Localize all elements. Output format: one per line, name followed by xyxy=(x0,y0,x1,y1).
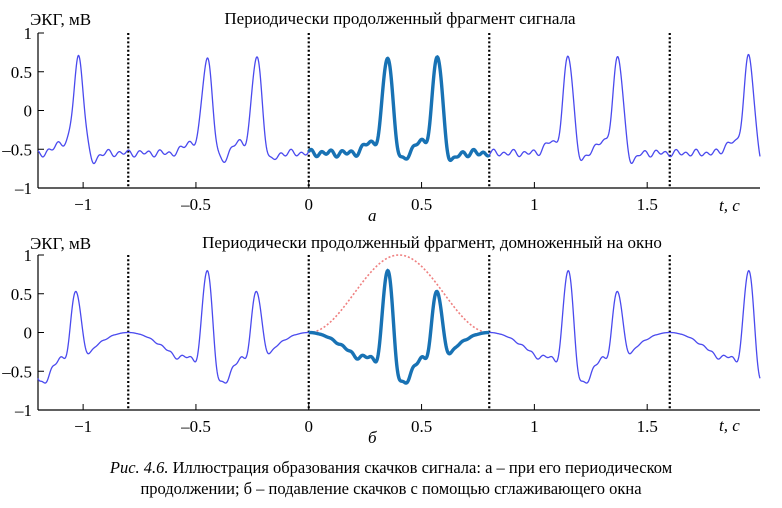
chart-b-xtick-label: –0.5 xyxy=(180,417,211,436)
chart-b-xtick-label: 1 xyxy=(530,417,539,436)
caption-line-2: продолжении; б – подавление скачков с по… xyxy=(140,479,642,498)
chart-b-xtick-label: 0.5 xyxy=(411,417,432,436)
chart-a-xlabel: t, с xyxy=(719,196,740,215)
chart-a-xtick-label: 1 xyxy=(530,195,539,214)
chart-b-plot: 1 0.5 0 –0.5 –1 −1 –0.5 0 0.5 1 1.5 xyxy=(1,246,761,436)
chart-a-ylabel: ЭКГ, мВ xyxy=(30,10,91,29)
chart-a-ytick-label: 0.5 xyxy=(11,63,32,82)
chart-b-fragment-series xyxy=(308,268,490,385)
chart-b-window-curve xyxy=(308,254,490,334)
chart-a-xtick-label: −1 xyxy=(74,195,92,214)
chart-a: ЭКГ, мВ Периодически продолженный фрагме… xyxy=(1,9,761,225)
chart-b-xlabel: t, с xyxy=(719,416,740,435)
chart-b-xtick-label: 1.5 xyxy=(637,417,658,436)
chart-b-ytick-label: 1 xyxy=(24,246,33,265)
caption-text-1: Иллюстрация образования скачков сигнала:… xyxy=(168,458,673,477)
chart-b-title: Периодически продолженный фрагмент, домн… xyxy=(202,233,662,252)
chart-b: ЭКГ, мВ Периодически продолженный фрагме… xyxy=(1,233,761,447)
chart-b-signal-series xyxy=(37,269,761,384)
chart-a-xtick-label: 0 xyxy=(305,195,314,214)
chart-a-panel-label: а xyxy=(368,206,377,225)
chart-a-ytick-label: 1 xyxy=(24,24,33,43)
chart-a-ytick-label: 0 xyxy=(24,102,33,121)
chart-a-ytick-label: –0.5 xyxy=(1,140,32,159)
caption-figure-label: Рис. 4.6. xyxy=(109,458,169,477)
chart-a-xtick-label: 1.5 xyxy=(637,195,658,214)
chart-b-panel-label: б xyxy=(368,428,377,447)
chart-b-ylabel: ЭКГ, мВ xyxy=(30,234,91,253)
chart-a-ytick-label: –1 xyxy=(14,179,32,198)
chart-a-title: Периодически продолженный фрагмент сигна… xyxy=(224,9,576,28)
figure: ЭКГ, мВ Периодически продолженный фрагме… xyxy=(1,9,761,447)
chart-b-xtick-label: −1 xyxy=(74,417,92,436)
caption-line-1: Рис. 4.6. Иллюстрация образования скачко… xyxy=(0,457,782,478)
chart-a-xtick-label: 0.5 xyxy=(411,195,432,214)
chart-b-xtick-label: 0 xyxy=(305,417,314,436)
chart-a-xtick-label: –0.5 xyxy=(180,195,211,214)
chart-b-ytick-label: –1 xyxy=(14,401,32,420)
chart-a-plot: 1 0.5 0 –0.5 –1 −1 –0.5 0 0.5 1 1.5 xyxy=(1,24,761,214)
chart-b-ytick-label: 0 xyxy=(24,324,33,343)
figure-caption: Рис. 4.6. Иллюстрация образования скачко… xyxy=(0,457,782,499)
chart-b-ytick-label: 0.5 xyxy=(11,285,32,304)
chart-b-ytick-label: –0.5 xyxy=(1,362,32,381)
chart-a-fragment-series xyxy=(307,55,491,163)
